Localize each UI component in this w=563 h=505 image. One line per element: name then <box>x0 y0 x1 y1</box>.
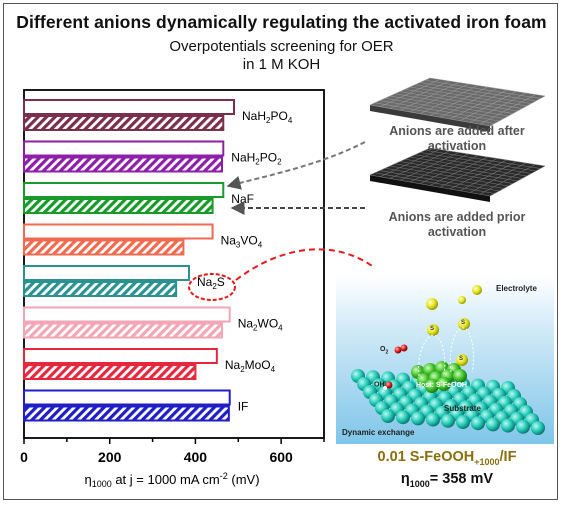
result-catalyst-label: 0.01 S-FeOOH+1000/IF <box>377 449 517 467</box>
s-ion-label-3: S <box>459 356 464 362</box>
arrow-after-activation <box>226 141 366 190</box>
host-label: Host: S-FeOOH <box>416 382 467 389</box>
bar-open-2 <box>23 182 225 198</box>
o2-label: O2 <box>380 346 389 356</box>
oxygen-species <box>383 344 408 390</box>
na2s-highlight-ellipse <box>188 273 236 301</box>
category-label-5: Na2WO4 <box>238 317 283 333</box>
foam-mesh-top <box>369 77 546 132</box>
bar-open-5 <box>23 306 231 323</box>
category-label-1: NaH2PO2 <box>231 151 282 167</box>
category-label-3: Na3VO4 <box>221 234 263 250</box>
x-axis-title: η1000 at j = 1000 mA cm-2 (mV) <box>84 471 259 489</box>
category-label-7: IF <box>238 400 249 414</box>
s-ion-label-2: S <box>461 320 466 326</box>
bar-open-3 <box>23 223 214 240</box>
bar-hatched-2 <box>23 198 214 214</box>
after-activation-caption: Anions are added after activation <box>389 124 525 153</box>
x-tick-label: 400 <box>184 449 208 465</box>
figure-subtitle-line2: in 1 M KOH <box>242 56 321 73</box>
electrolyte-label: Electrolyte <box>496 284 537 293</box>
category-label-0: NaH2PO4 <box>242 109 293 125</box>
category-label-4: Na2S <box>197 275 225 291</box>
bar-open-1 <box>23 140 225 157</box>
bar-hatched-6 <box>23 364 197 380</box>
figure-title: Different anions dynamically regulating … <box>16 12 547 32</box>
category-label-2: NaF <box>231 192 254 206</box>
bar-hatched-3 <box>23 239 185 256</box>
highlight-connector <box>235 248 376 281</box>
host-atoms <box>411 361 467 393</box>
substrate-atoms <box>351 369 545 435</box>
bar-open-7 <box>23 389 231 406</box>
bar-open-4 <box>23 265 190 281</box>
oh-label: OH- <box>374 379 387 389</box>
bar-hatched-0 <box>23 115 225 131</box>
sulfur-exchange-illustration: Electrolyte S S S O2 OH- Host: S-FeOOH S… <box>336 276 554 444</box>
bar-hatched-1 <box>23 156 223 173</box>
figure-subtitle-line1: Overpotentials screening for OER <box>169 38 394 55</box>
prior-activation-caption: Anions are added prior activation <box>388 210 526 239</box>
category-label-6: Na2MoO4 <box>225 358 276 374</box>
substrate-label: Substrate <box>444 404 481 413</box>
x-tick-label: 600 <box>269 449 293 465</box>
foam-mesh-bottom <box>369 147 546 202</box>
bar-hatched-4 <box>23 281 178 297</box>
dynamic-exchange-label: Dynamic exchange <box>342 428 415 437</box>
bar-open-6 <box>23 348 218 364</box>
bar-open-0 <box>23 99 235 115</box>
s-ion-label-1: S <box>430 326 435 332</box>
result-overpotential-label: η1000= 358 mV <box>400 471 494 489</box>
bar-hatched-5 <box>23 322 223 339</box>
bar-hatched-7 <box>23 405 230 422</box>
plot-frame <box>23 89 325 439</box>
x-tick-label: 200 <box>98 449 122 465</box>
sulfur-ions <box>426 285 482 366</box>
x-tick-label: 0 <box>20 449 28 465</box>
